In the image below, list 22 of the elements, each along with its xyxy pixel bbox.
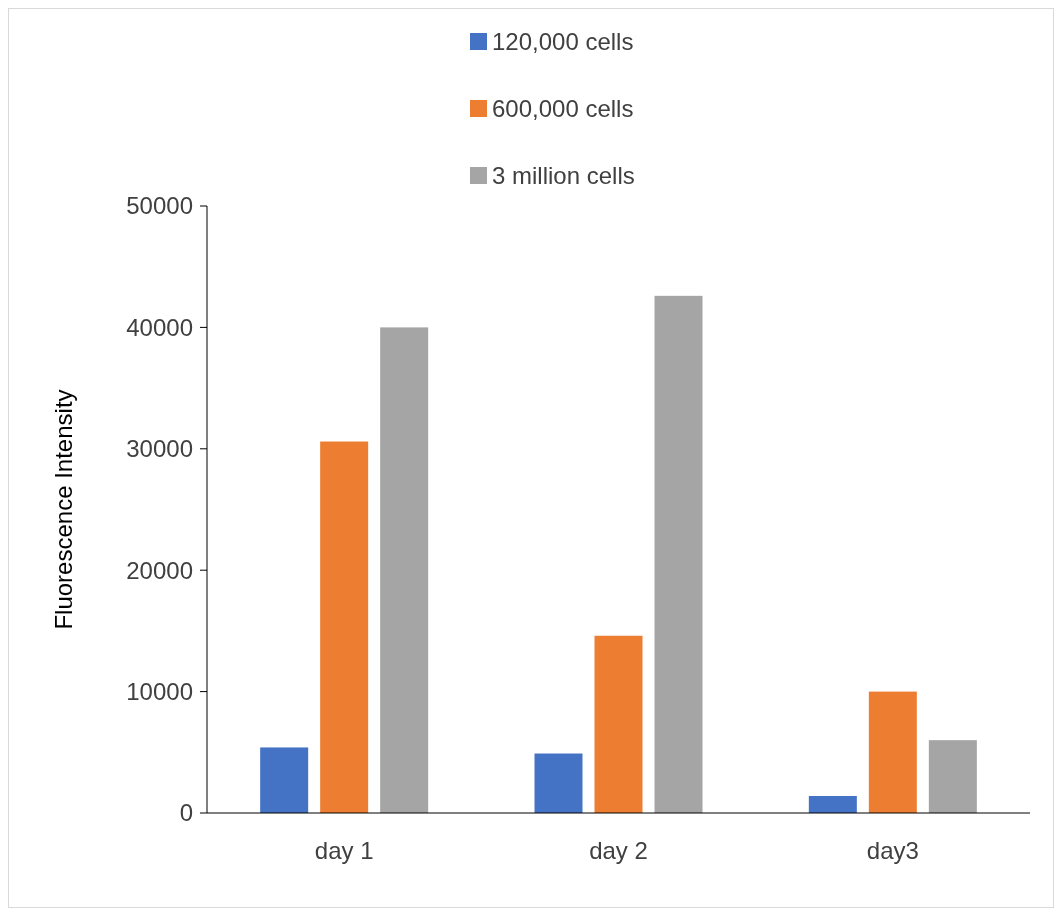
x-tick-label: day 2: [589, 837, 648, 864]
bar: [534, 753, 583, 813]
x-tick-label: day 1: [314, 837, 374, 864]
bar: [260, 747, 309, 813]
y-tick-label: 40000: [126, 313, 193, 341]
y-axis-title: Fluorescence Intensity: [50, 389, 77, 630]
bar: [320, 441, 369, 813]
bar: [654, 295, 703, 813]
x-tick-label: day3: [866, 837, 919, 864]
bar: [594, 635, 643, 813]
legend-label: 600,000 cells: [492, 95, 634, 123]
bar: [928, 740, 977, 813]
y-tick-label: 50000: [126, 192, 193, 220]
y-tick-label: 0: [179, 799, 193, 827]
y-tick-label: 30000: [126, 435, 193, 463]
bar: [868, 691, 917, 813]
bar: [808, 796, 857, 813]
bar: [380, 327, 429, 813]
y-tick-label: 20000: [126, 556, 193, 584]
y-tick-label: 10000: [126, 678, 193, 705]
legend-label: 3 million cells: [492, 162, 635, 190]
legend-label: 120,000 cells: [492, 28, 634, 56]
